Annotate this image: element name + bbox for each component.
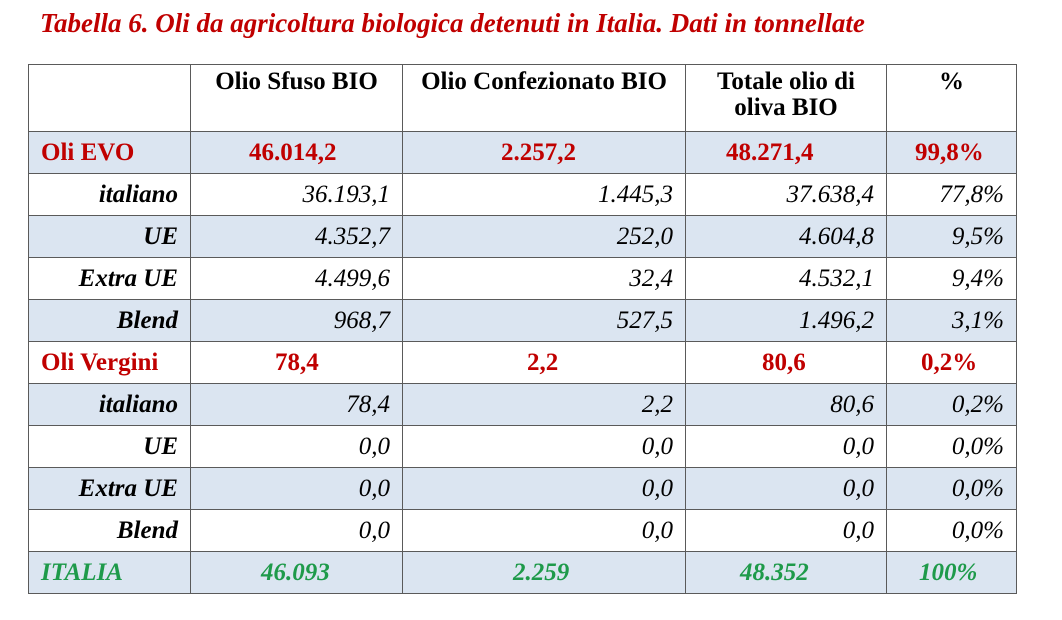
cell: 0,0 [190,509,403,552]
cell: 0,0% [886,467,1017,510]
cell: 4.499,6 [190,257,403,300]
data-table: Olio Sfuso BIO Olio Confezionato BIO Tot… [28,64,1017,594]
cell: 46.014,2 [190,131,403,174]
cell: 80,6 [685,341,887,384]
header-cell: Totale olio di oliva BIO [685,64,887,132]
table-title: Tabella 6. Oli da agricoltura biologica … [40,8,865,38]
row-label: Oli EVO [28,131,191,174]
cell: 9,5% [886,215,1017,258]
cell: 1.445,3 [402,173,686,216]
cell: 36.193,1 [190,173,403,216]
cell: 2.259 [402,551,686,594]
table-row: UE 4.352,7 252,0 4.604,8 9,5% [28,215,1017,258]
cell: 4.604,8 [685,215,887,258]
cell: 0,0 [190,425,403,468]
table-row: UE 0,0 0,0 0,0 0,0% [28,425,1017,468]
table-row: italiano 36.193,1 1.445,3 37.638,4 77,8% [28,173,1017,216]
cell: 100% [886,551,1017,594]
cell: 37.638,4 [685,173,887,216]
row-label: Extra UE [28,467,191,510]
header-cell: Olio Sfuso BIO [190,64,403,132]
row-label: UE [28,215,191,258]
cell: 2.257,2 [402,131,686,174]
table-row: Oli EVO 46.014,2 2.257,2 48.271,4 99,8% [28,131,1017,174]
table-row: Oli Vergini 78,4 2,2 80,6 0,2% [28,341,1017,384]
row-label: Blend [28,509,191,552]
cell: 0,0 [402,425,686,468]
row-label: italiano [28,383,191,426]
cell: 99,8% [886,131,1017,174]
cell: 80,6 [685,383,887,426]
cell: 0,0 [402,467,686,510]
cell: 4.532,1 [685,257,887,300]
cell: 0,0 [685,425,887,468]
cell: 0,2% [886,383,1017,426]
cell: 78,4 [190,341,403,384]
header-cell: Olio Confezionato BIO [402,64,686,132]
cell: 48.271,4 [685,131,887,174]
table-row: Blend 0,0 0,0 0,0 0,0% [28,509,1017,552]
row-label: Extra UE [28,257,191,300]
table-row: Extra UE 4.499,6 32,4 4.532,1 9,4% [28,257,1017,300]
cell: 0,0 [685,509,887,552]
row-label: Blend [28,299,191,342]
cell: 2,2 [402,383,686,426]
cell: 252,0 [402,215,686,258]
cell: 0,0 [190,467,403,510]
cell: 968,7 [190,299,403,342]
table-row: Extra UE 0,0 0,0 0,0 0,0% [28,467,1017,510]
row-label: italiano [28,173,191,216]
row-label: Oli Vergini [28,341,191,384]
table-row: Blend 968,7 527,5 1.496,2 3,1% [28,299,1017,342]
table-row: ITALIA 46.093 2.259 48.352 100% [28,551,1017,594]
row-label: UE [28,425,191,468]
header-cell [28,64,191,132]
cell: 4.352,7 [190,215,403,258]
cell: 2,2 [402,341,686,384]
cell: 1.496,2 [685,299,887,342]
cell: 32,4 [402,257,686,300]
table-row: italiano 78,4 2,2 80,6 0,2% [28,383,1017,426]
header-cell: % [886,64,1017,132]
cell: 0,2% [886,341,1017,384]
header-row: Olio Sfuso BIO Olio Confezionato BIO Tot… [28,64,1017,132]
cell: 0,0% [886,425,1017,468]
cell: 78,4 [190,383,403,426]
cell: 527,5 [402,299,686,342]
cell: 3,1% [886,299,1017,342]
cell: 0,0 [685,467,887,510]
cell: 9,4% [886,257,1017,300]
cell: 77,8% [886,173,1017,216]
cell: 0,0 [402,509,686,552]
cell: 0,0% [886,509,1017,552]
cell: 46.093 [190,551,403,594]
row-label: ITALIA [28,551,191,594]
cell: 48.352 [685,551,887,594]
